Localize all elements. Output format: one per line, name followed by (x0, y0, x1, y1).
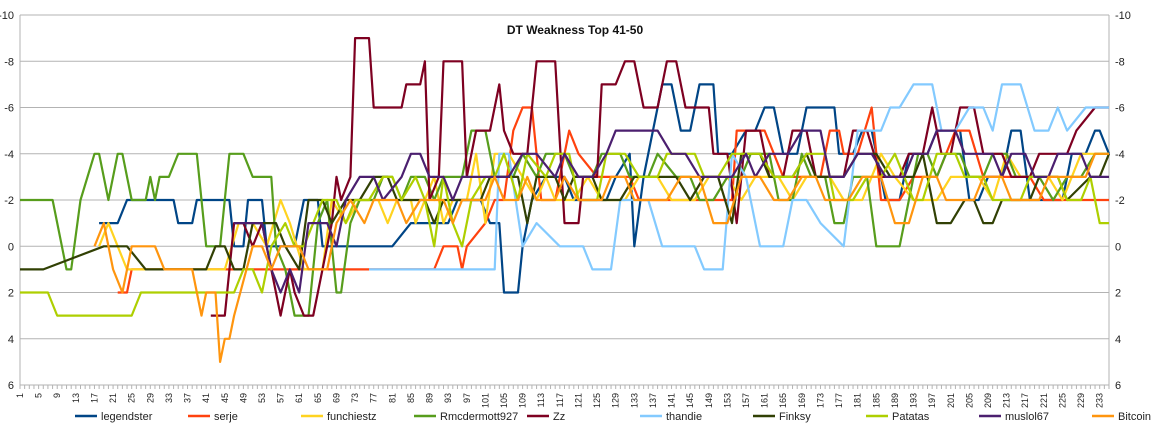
legend-label: BitcoinTurk (1118, 411, 1151, 423)
x-tick-label: 61 (294, 393, 304, 403)
series-line-thandie (369, 83, 1109, 271)
y-tick-label-left: 4 (8, 334, 14, 346)
x-tick-label: 17 (89, 393, 99, 403)
y-tick-label-left: -8 (4, 56, 14, 68)
y-tick-label-left: -4 (4, 149, 14, 161)
x-tick-label: 53 (257, 393, 267, 403)
legend-label: Rmcdermott927 (440, 411, 518, 423)
x-tick-label: 145 (685, 393, 695, 408)
x-tick-label: 1 (15, 393, 25, 398)
x-tick-label: 225 (1057, 393, 1067, 408)
y-tick-label-right: 6 (1115, 380, 1121, 392)
y-tick-label-left: 6 (8, 380, 14, 392)
x-tick-label: 9 (52, 393, 62, 398)
x-tick-label: 161 (760, 393, 770, 408)
x-tick-label: 89 (425, 393, 435, 403)
legend-label: serje (214, 411, 238, 423)
series-line-patatas (20, 152, 1109, 317)
y-tick-label-left: -10 (0, 10, 14, 22)
x-tick-label: 73 (350, 393, 360, 403)
x-tick-label: 173 (815, 393, 825, 408)
x-tick-label: 69 (331, 393, 341, 403)
x-tick-label: 169 (797, 393, 807, 408)
x-tick-label: 165 (778, 393, 788, 408)
y-tick-label-right: 2 (1115, 288, 1121, 300)
x-tick-label: 37 (183, 393, 193, 403)
x-tick-label: 33 (164, 393, 174, 403)
series-line-muslol67 (234, 129, 1109, 294)
x-tick-label: 189 (890, 393, 900, 408)
x-tick-label: 205 (964, 393, 974, 408)
legend: legendster serje funchiestz Rmcdermott927 Zz… (75, 411, 1151, 423)
legend-label: muslol67 (1005, 411, 1049, 423)
x-tick-label: 117 (555, 393, 565, 407)
x-tick-label: 97 (462, 393, 472, 403)
x-tick-label: 153 (722, 393, 732, 408)
x-tick-label: 125 (592, 393, 602, 408)
legend-label: funchiestz (327, 411, 377, 423)
x-tick-label: 129 (611, 393, 621, 408)
x-tick-label: 21 (108, 393, 118, 403)
x-tick-label: 133 (629, 393, 639, 408)
legend-label: thandie (666, 411, 702, 423)
x-tick-label: 57 (276, 393, 286, 403)
x-tick-label: 221 (1039, 393, 1049, 408)
y-tick-label-right: -8 (1115, 56, 1125, 68)
axes: -10-10-8-8-6-6-4-4-2-2002244661591317212… (0, 10, 1131, 408)
x-tick-label: 41 (201, 393, 211, 403)
y-tick-label-left: 2 (8, 288, 14, 300)
x-tick-label: 105 (499, 393, 509, 408)
x-tick-label: 77 (369, 393, 379, 403)
x-tick-label: 13 (71, 393, 81, 403)
legend-label: legendster (101, 411, 153, 423)
y-tick-label-left: 0 (8, 241, 14, 253)
legend-label: Patatas (892, 411, 930, 423)
x-tick-label: 197 (927, 393, 937, 408)
y-tick-label-left: -6 (4, 103, 14, 115)
series-lines (20, 36, 1111, 363)
x-tick-label: 233 (1095, 393, 1105, 408)
legend-label: Zz (553, 411, 565, 423)
x-tick-label: 181 (853, 393, 863, 408)
y-tick-label-right: -4 (1115, 149, 1125, 161)
x-tick-label: 101 (480, 393, 490, 408)
x-tick-label: 113 (536, 393, 546, 407)
x-tick-label: 201 (946, 393, 956, 408)
x-tick-label: 157 (741, 393, 751, 408)
legend-label: Finksy (779, 411, 811, 423)
x-tick-label: 121 (573, 393, 583, 408)
y-tick-label-right: 4 (1115, 334, 1121, 346)
x-tick-label: 25 (127, 393, 137, 403)
x-tick-label: 209 (983, 393, 993, 408)
x-tick-label: 5 (34, 393, 44, 398)
x-tick-label: 65 (313, 393, 323, 403)
y-tick-label-right: -6 (1115, 103, 1125, 115)
x-tick-label: 109 (518, 393, 528, 408)
x-tick-label: 93 (443, 393, 453, 403)
chart-title: DT Weakness Top 41-50 (507, 23, 644, 37)
x-tick-label: 229 (1076, 393, 1086, 408)
x-tick-label: 85 (406, 393, 416, 403)
x-tick-label: 49 (238, 393, 248, 403)
y-tick-label-left: -2 (4, 195, 14, 207)
y-tick-label-right: -10 (1115, 10, 1131, 22)
x-tick-label: 137 (648, 393, 658, 408)
x-tick-label: 45 (220, 393, 230, 403)
x-tick-label: 81 (387, 393, 397, 403)
x-tick-label: 217 (1020, 393, 1030, 408)
x-tick-label: 29 (145, 393, 155, 403)
series-line-bitcointurk (93, 152, 1109, 363)
x-tick-label: 193 (909, 393, 919, 408)
x-tick-label: 213 (1002, 393, 1012, 408)
y-tick-label-right: 0 (1115, 241, 1121, 253)
x-tick-label: 177 (834, 393, 844, 408)
x-tick-label: 185 (871, 393, 881, 408)
x-tick-label: 141 (667, 393, 677, 408)
x-tick-label: 149 (704, 393, 714, 408)
y-tick-label-right: -2 (1115, 195, 1125, 207)
